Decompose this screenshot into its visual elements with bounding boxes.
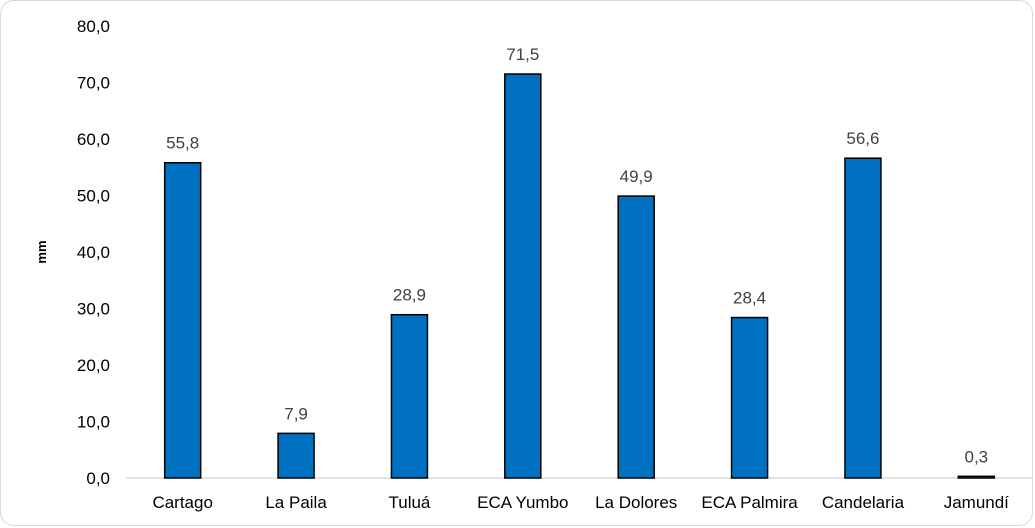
- bar: [163, 161, 202, 479]
- bar: [957, 475, 996, 479]
- x-axis: Cartago La Paila Tuluá ECA Yumbo La Dolores E…: [126, 477, 1033, 512]
- bar: [730, 316, 769, 479]
- data-label: 71,5: [506, 45, 539, 64]
- y-tick-label: 20,0: [77, 356, 110, 375]
- data-labels: 55,8 7,9 28,9 71,5 49,9 28,4 56,6 0,3: [166, 45, 988, 466]
- data-label: 28,9: [393, 286, 426, 305]
- y-tick-label: 60,0: [77, 130, 110, 149]
- y-tick-label: 80,0: [77, 17, 110, 36]
- bar: [617, 195, 655, 479]
- x-tick-label: Candelaria: [822, 493, 905, 512]
- y-axis-title: mm: [34, 240, 49, 263]
- x-tick-label: Jamundí: [944, 493, 1009, 512]
- x-tick-label: La Dolores: [595, 493, 677, 512]
- bar: [504, 73, 542, 479]
- bar: [844, 157, 882, 479]
- x-tick-label: La Paila: [265, 493, 327, 512]
- y-tick-label: 10,0: [77, 413, 110, 432]
- y-tick-label: 40,0: [77, 243, 110, 262]
- data-label: 28,4: [733, 289, 766, 308]
- x-tick-label: Cartago: [152, 493, 212, 512]
- y-tick-label: 50,0: [77, 187, 110, 206]
- y-tick-label: 30,0: [77, 300, 110, 319]
- bar: [390, 313, 429, 479]
- data-label: 7,9: [284, 404, 308, 423]
- data-label: 0,3: [964, 447, 988, 466]
- x-tick-label: Tuluá: [388, 493, 430, 512]
- bars: [163, 73, 996, 479]
- data-label: 49,9: [620, 167, 653, 186]
- data-label: 55,8: [166, 134, 199, 153]
- y-tick-label: 0,0: [86, 469, 110, 488]
- data-label: 56,6: [846, 129, 879, 148]
- x-tick-label: ECA Palmira: [701, 493, 798, 512]
- bar: [277, 432, 315, 479]
- y-tick-label: 70,0: [77, 74, 110, 93]
- y-axis: 0,0 10,0 20,0 30,0 40,0 50,0 60,0 70,0 80,0: [77, 17, 110, 488]
- x-tick-label: ECA Yumbo: [477, 493, 568, 512]
